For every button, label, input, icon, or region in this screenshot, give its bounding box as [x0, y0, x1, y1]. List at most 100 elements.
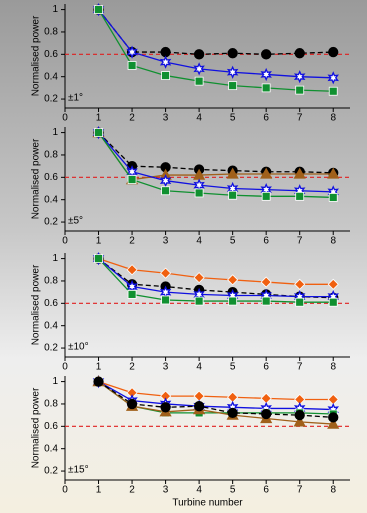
marker: [329, 48, 338, 57]
marker: [228, 408, 237, 417]
marker: [229, 191, 237, 199]
y-axis-label: Normalised power: [31, 138, 42, 219]
marker: [262, 297, 270, 305]
y-tick-label: 0.4: [44, 71, 58, 82]
marker: [329, 87, 337, 95]
y-tick-label: 0.6: [44, 172, 58, 183]
x-tick-label: 2: [129, 113, 135, 124]
marker: [195, 77, 203, 85]
y-tick-label: 1: [52, 376, 58, 387]
y-axis-label: Normalised power: [31, 264, 42, 345]
y-tick-label: 0.8: [44, 27, 58, 38]
y-tick-label: 1: [52, 127, 58, 138]
y-tick-label: 1: [52, 4, 58, 15]
marker: [161, 268, 171, 278]
y-axis-label: Normalised power: [31, 15, 42, 96]
marker: [328, 279, 338, 289]
x-tick-label: 7: [297, 236, 303, 247]
x-tick-label: 8: [330, 113, 336, 124]
annotation: ±5°: [68, 216, 83, 227]
x-tick-label: 4: [196, 236, 202, 247]
y-tick-label: 0.8: [44, 399, 58, 410]
marker: [295, 411, 304, 420]
x-tick-label: 6: [263, 485, 269, 496]
y-axis-label: Normalised power: [31, 387, 42, 468]
marker: [161, 403, 170, 412]
x-tick-label: 2: [129, 236, 135, 247]
y-tick-label: 0.4: [44, 443, 58, 454]
marker: [262, 69, 271, 79]
x-tick-label: 1: [96, 236, 102, 247]
x-tick-label: 3: [163, 113, 169, 124]
y-tick-label: 0.6: [44, 421, 58, 432]
annotation: ±15°: [68, 465, 89, 476]
marker: [162, 187, 170, 195]
x-tick-label: 7: [297, 113, 303, 124]
y-tick-label: 0.8: [44, 150, 58, 161]
x-tick-label: 3: [163, 485, 169, 496]
marker: [228, 49, 237, 58]
marker: [162, 296, 170, 304]
marker: [228, 67, 237, 77]
marker: [128, 399, 137, 408]
x-tick-label: 5: [230, 362, 236, 373]
x-axis-label: Turbine number: [172, 498, 243, 509]
marker: [195, 402, 204, 411]
marker: [94, 377, 103, 386]
y-tick-label: 0.2: [44, 217, 58, 228]
marker: [228, 275, 238, 285]
marker: [295, 49, 304, 58]
x-tick-label: 6: [263, 236, 269, 247]
marker: [195, 64, 204, 74]
marker: [262, 84, 270, 92]
x-tick-label: 4: [196, 485, 202, 496]
x-tick-label: 1: [96, 362, 102, 373]
marker: [95, 255, 103, 263]
figure: 0.20.40.60.81012345678Normalised power±1…: [0, 0, 367, 513]
marker: [329, 298, 337, 306]
x-tick-label: 5: [230, 485, 236, 496]
marker: [229, 82, 237, 90]
x-tick-label: 0: [62, 362, 68, 373]
x-tick-label: 6: [263, 362, 269, 373]
marker: [95, 129, 103, 137]
y-tick-label: 1: [52, 253, 58, 264]
marker: [262, 410, 271, 419]
x-tick-label: 2: [129, 362, 135, 373]
marker: [296, 298, 304, 306]
marker: [329, 413, 338, 422]
marker: [95, 6, 103, 14]
y-tick-label: 0.2: [44, 94, 58, 105]
x-tick-label: 8: [330, 362, 336, 373]
y-tick-label: 0.2: [44, 343, 58, 354]
marker: [261, 277, 271, 287]
marker: [161, 57, 170, 67]
marker: [296, 86, 304, 94]
x-tick-label: 5: [230, 236, 236, 247]
y-tick-label: 0.4: [44, 320, 58, 331]
marker: [195, 297, 203, 305]
x-tick-label: 8: [330, 236, 336, 247]
y-tick-label: 0.4: [44, 194, 58, 205]
x-tick-label: 4: [196, 113, 202, 124]
x-tick-label: 7: [297, 485, 303, 496]
marker: [229, 297, 237, 305]
marker: [295, 279, 305, 289]
marker: [296, 192, 304, 200]
y-tick-label: 0.6: [44, 49, 58, 60]
marker: [262, 50, 271, 59]
marker: [329, 193, 337, 201]
y-tick-label: 0.6: [44, 298, 58, 309]
y-tick-label: 0.2: [44, 466, 58, 477]
marker: [262, 192, 270, 200]
marker: [161, 48, 170, 57]
x-tick-label: 0: [62, 113, 68, 124]
x-tick-label: 5: [230, 113, 236, 124]
marker: [194, 273, 204, 283]
x-tick-label: 6: [263, 113, 269, 124]
y-tick-label: 0.8: [44, 276, 58, 287]
marker: [162, 72, 170, 80]
marker: [127, 265, 137, 275]
annotation: ±1°: [68, 93, 83, 104]
marker: [195, 189, 203, 197]
